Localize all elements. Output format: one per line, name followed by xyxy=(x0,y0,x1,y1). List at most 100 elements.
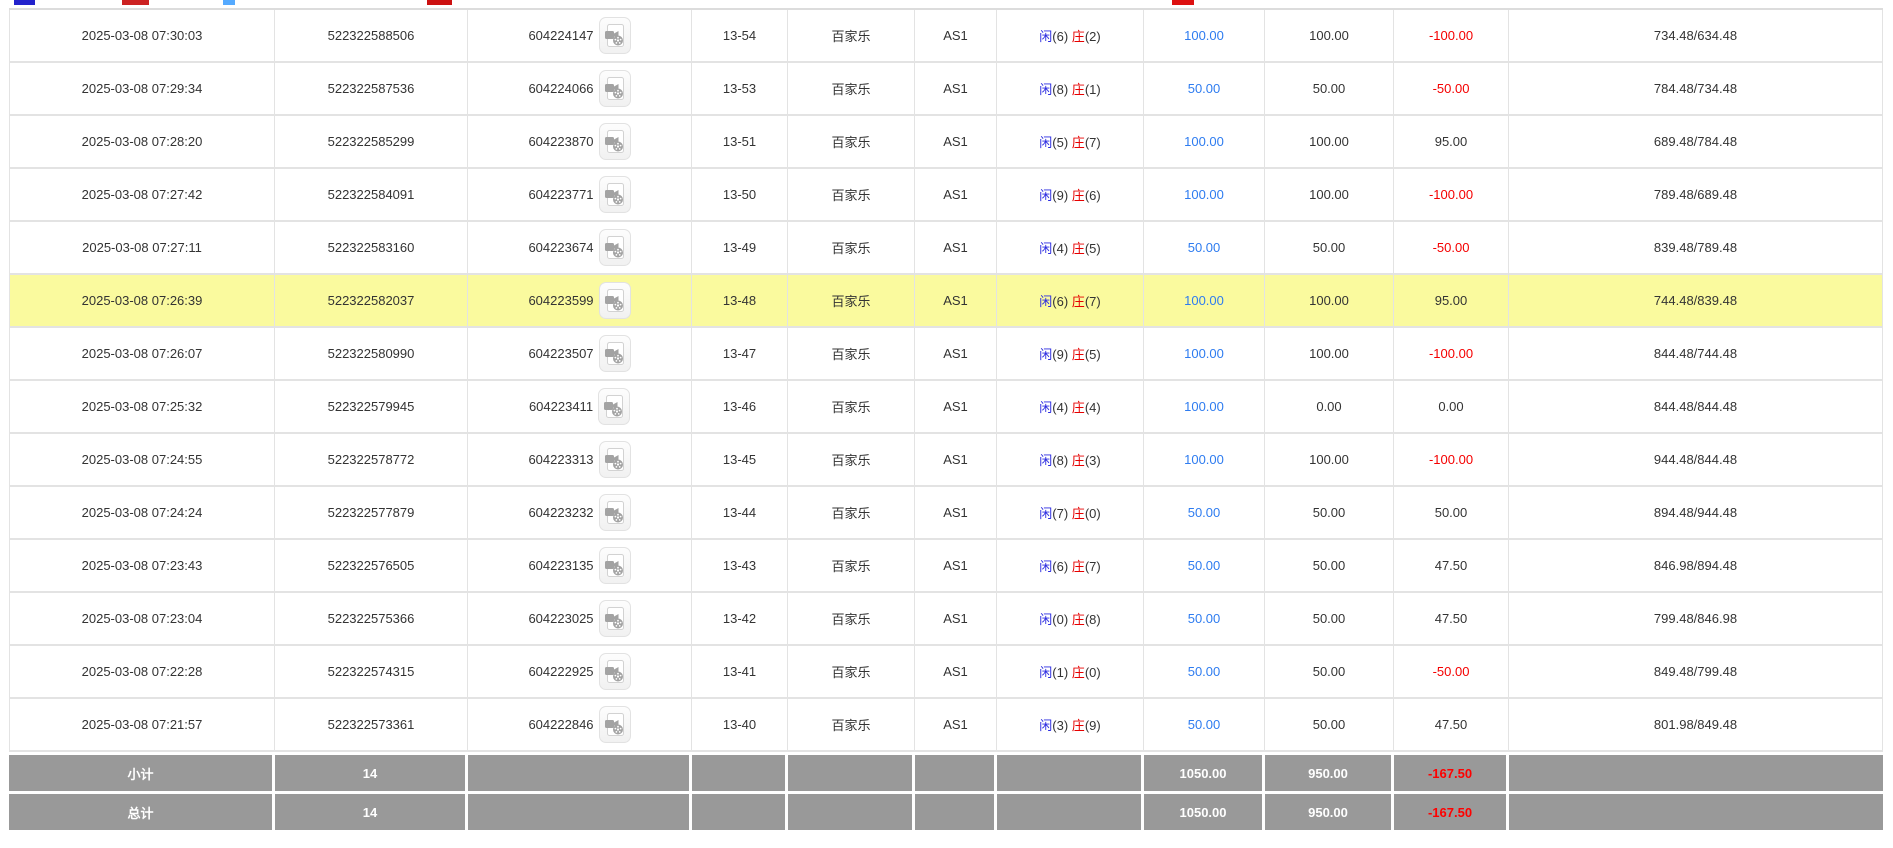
win-loss: 50.00 xyxy=(1394,487,1509,540)
bet-amount-link[interactable]: 50.00 xyxy=(1187,664,1221,679)
video-replay-button[interactable] xyxy=(598,653,631,690)
game-result: 闲(6) 庄(2) xyxy=(997,10,1144,63)
valid-amount: 100.00 xyxy=(1265,169,1394,222)
game-type: 百家乐 xyxy=(788,487,915,540)
video-replay-button[interactable] xyxy=(598,229,631,266)
bet-amount-link[interactable]: 100.00 xyxy=(1184,134,1224,149)
video-replay-button[interactable] xyxy=(598,388,631,425)
table-row[interactable]: 2025-03-08 07:29:34 522322587536 604224066… xyxy=(9,63,1883,116)
cutoff-blue-text xyxy=(14,0,35,5)
bet-amount-link[interactable]: 100.00 xyxy=(1184,28,1224,43)
bet-id: 522322588506 xyxy=(275,10,468,63)
win-loss: -100.00 xyxy=(1394,169,1509,222)
bet-amount-link[interactable]: 50.00 xyxy=(1187,240,1221,255)
balance: 689.48/784.48 xyxy=(1509,116,1883,169)
game-id-cell: 604222846 xyxy=(468,699,692,752)
banker-label: 庄 xyxy=(1071,241,1085,256)
summary-empty-cell xyxy=(468,752,692,791)
balance: 784.48/734.48 xyxy=(1509,63,1883,116)
bet-amount-link[interactable]: 100.00 xyxy=(1184,452,1224,467)
game-result: 闲(4) 庄(4) xyxy=(997,381,1144,434)
video-replay-button[interactable] xyxy=(598,494,631,531)
cutoff-lightblue-text xyxy=(223,0,235,5)
balance: 801.98/849.48 xyxy=(1509,699,1883,752)
bet-time: 2025-03-08 07:21:57 xyxy=(9,699,275,752)
valid-amount: 100.00 xyxy=(1265,275,1394,328)
video-replay-button[interactable] xyxy=(598,17,631,54)
game-id-cell: 604223411 xyxy=(468,381,692,434)
bet-id: 522322578772 xyxy=(275,434,468,487)
video-replay-icon xyxy=(604,395,624,418)
game-type: 百家乐 xyxy=(788,381,915,434)
table-row[interactable]: 2025-03-08 07:22:28 522322574315 604222925… xyxy=(9,646,1883,699)
bet-amount-link[interactable]: 50.00 xyxy=(1187,81,1221,96)
game-id-cell: 604223025 xyxy=(468,593,692,646)
video-replay-button[interactable] xyxy=(598,335,631,372)
valid-amount: 50.00 xyxy=(1265,222,1394,275)
bet-amount-link[interactable]: 100.00 xyxy=(1184,187,1224,202)
win-loss: 47.50 xyxy=(1394,593,1509,646)
bet-id: 522322585299 xyxy=(275,116,468,169)
video-replay-button[interactable] xyxy=(598,123,631,160)
table-row[interactable]: 2025-03-08 07:27:42 522322584091 604223771… xyxy=(9,169,1883,222)
table-row[interactable]: 2025-03-08 07:23:43 522322576505 604223135… xyxy=(9,540,1883,593)
balance: 839.48/789.48 xyxy=(1509,222,1883,275)
balance: 844.48/744.48 xyxy=(1509,328,1883,381)
table-row[interactable]: 2025-03-08 07:25:32 522322579945 604223411… xyxy=(9,381,1883,434)
round-number: 13-47 xyxy=(692,328,788,381)
game-id-cell: 604223870 xyxy=(468,116,692,169)
bet-amount-link[interactable]: 100.00 xyxy=(1184,399,1224,414)
round-number: 13-51 xyxy=(692,116,788,169)
summary-empty-cell xyxy=(997,752,1144,791)
player-points: (8) xyxy=(1052,453,1072,468)
table-row[interactable]: 2025-03-08 07:27:11 522322583160 604223674… xyxy=(9,222,1883,275)
bet-amount-link[interactable]: 100.00 xyxy=(1184,346,1224,361)
table-row[interactable]: 2025-03-08 07:26:07 522322580990 604223507… xyxy=(9,328,1883,381)
bet-amount-cell: 50.00 xyxy=(1144,540,1265,593)
banker-points: (5) xyxy=(1084,241,1101,256)
bet-id: 522322577879 xyxy=(275,487,468,540)
video-replay-button[interactable] xyxy=(598,282,631,319)
game-type: 百家乐 xyxy=(788,275,915,328)
win-loss: 95.00 xyxy=(1394,116,1509,169)
bet-amount-link[interactable]: 50.00 xyxy=(1187,505,1221,520)
balance: 844.48/844.48 xyxy=(1509,381,1883,434)
valid-amount: 50.00 xyxy=(1265,487,1394,540)
game-result: 闲(6) 庄(7) xyxy=(997,540,1144,593)
video-replay-icon xyxy=(604,342,624,365)
video-replay-button[interactable] xyxy=(598,441,631,478)
game-id: 604223025 xyxy=(528,611,594,626)
video-replay-button[interactable] xyxy=(598,70,631,107)
player-label: 闲 xyxy=(1039,347,1053,362)
table-row[interactable]: 2025-03-08 07:26:39 522322582037 604223599… xyxy=(9,275,1883,328)
table-row[interactable]: 2025-03-08 07:30:03 522322588506 604224147… xyxy=(9,10,1883,63)
video-replay-button[interactable] xyxy=(598,706,631,743)
bet-amount-link[interactable]: 50.00 xyxy=(1187,611,1221,626)
banker-label: 庄 xyxy=(1071,506,1085,521)
summary-label: 小计 xyxy=(9,752,275,791)
banker-label: 庄 xyxy=(1071,453,1085,468)
valid-amount: 50.00 xyxy=(1265,540,1394,593)
video-replay-button[interactable] xyxy=(598,600,631,637)
summary-empty-cell xyxy=(788,791,915,830)
bet-amount-cell: 100.00 xyxy=(1144,275,1265,328)
table-row[interactable]: 2025-03-08 07:24:55 522322578772 604223313… xyxy=(9,434,1883,487)
banker-label: 庄 xyxy=(1071,294,1085,309)
table-row[interactable]: 2025-03-08 07:23:04 522322575366 604223025… xyxy=(9,593,1883,646)
table-row[interactable]: 2025-03-08 07:21:57 522322573361 604222846… xyxy=(9,699,1883,752)
game-id-cell: 604223771 xyxy=(468,169,692,222)
banker-points: (7) xyxy=(1084,294,1101,309)
cutoff-red-text xyxy=(122,0,149,5)
table-name: AS1 xyxy=(915,487,997,540)
video-replay-button[interactable] xyxy=(598,176,631,213)
bet-amount-cell: 100.00 xyxy=(1144,10,1265,63)
video-replay-button[interactable] xyxy=(598,547,631,584)
table-row[interactable]: 2025-03-08 07:24:24 522322577879 604223232… xyxy=(9,487,1883,540)
table-row[interactable]: 2025-03-08 07:28:20 522322585299 604223870… xyxy=(9,116,1883,169)
player-points: (7) xyxy=(1052,506,1072,521)
bet-amount-link[interactable]: 100.00 xyxy=(1184,293,1224,308)
bet-amount-link[interactable]: 50.00 xyxy=(1187,717,1221,732)
banker-label: 庄 xyxy=(1071,188,1085,203)
bet-amount-link[interactable]: 50.00 xyxy=(1187,558,1221,573)
bet-amount-cell: 100.00 xyxy=(1144,169,1265,222)
